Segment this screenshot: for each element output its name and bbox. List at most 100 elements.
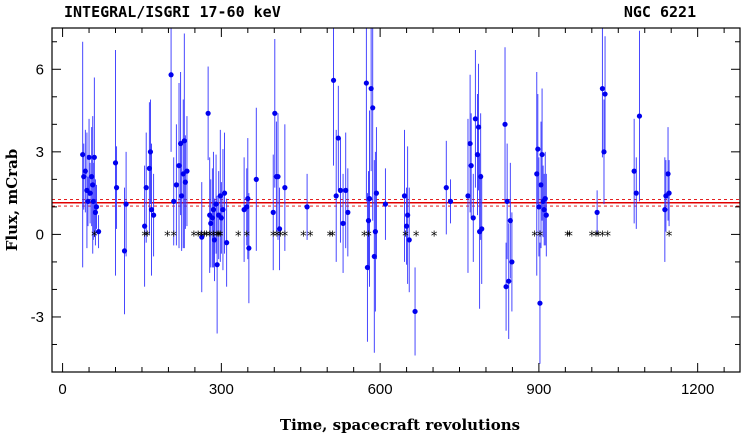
marker-star: * [244,229,251,244]
data-point [182,179,188,185]
data-point [205,110,211,116]
data-point [539,151,545,158]
data-point [95,229,102,235]
marker-star: * [666,229,673,244]
marker-star: * [282,229,289,244]
data-point [382,201,389,207]
marker-star: * [566,229,573,244]
data-point [245,196,251,202]
y-tick-label: 6 [36,61,44,78]
marker-star: * [235,229,242,244]
data-point [276,226,283,232]
data-point [631,168,637,174]
data-point [504,198,510,204]
marker-star: * [531,229,538,244]
data-point [534,171,540,177]
data-point [443,185,449,191]
data-point [479,226,485,232]
data-point [345,209,351,215]
data-point [401,193,408,199]
data-point [662,207,668,213]
x-tick-label: 900 [526,381,551,398]
data-point [503,284,509,290]
data-point [142,223,148,229]
marker-star: * [599,229,606,244]
data-point [91,154,97,160]
data-point [665,171,671,177]
data-point [337,187,344,193]
marker-star: * [365,229,372,244]
data-point [330,77,337,83]
marker-star: * [402,229,409,244]
data-point [478,174,484,180]
data-point [171,198,177,204]
data-point [366,196,373,202]
data-point [218,215,224,221]
data-point [405,212,411,218]
chart-title-left: INTEGRAL/ISGRI 17-60 keV [64,3,281,21]
y-axis-label: Flux, mCrab [3,149,21,252]
data-point [509,259,515,265]
data-point [181,138,187,144]
data-point [173,182,179,188]
marker-star: * [564,229,571,244]
data-point [180,171,186,177]
marker-star: * [201,229,208,244]
marker-star: * [307,229,314,244]
data-point [666,190,672,196]
data-point [536,204,542,210]
x-tick-label: 1200 [681,381,714,398]
marker-star: * [214,229,221,244]
x-axis-label: Time, spacecraft revolutions [280,416,520,434]
data-point [90,198,96,204]
marker-star: * [191,229,198,244]
data-point [368,85,374,92]
data-point [535,146,541,152]
y-tick-label: 3 [36,144,44,161]
data-point [636,113,643,119]
x-tick-label: 600 [368,381,393,398]
data-point [403,223,410,229]
marker-star: * [170,229,177,244]
y-tick-label: 0 [36,226,44,243]
x-tick-label: 0 [58,381,66,398]
data-point [372,229,378,235]
data-point [599,85,606,92]
data-point [221,190,228,196]
data-point [365,218,372,224]
data-point [363,80,369,86]
marker-star: * [589,229,596,244]
data-point [542,196,548,202]
marker-star: * [277,229,284,244]
data-point [143,185,149,191]
data-point [168,72,174,78]
data-point [123,201,129,207]
data-point [244,204,250,210]
marker-star: * [329,229,336,244]
data-point [282,185,288,191]
marker-star: * [537,229,544,244]
data-point [220,207,226,213]
data-point [92,209,98,215]
data-point [224,240,230,246]
marker-star: * [361,229,368,244]
data-point [147,149,154,155]
data-point [210,207,217,213]
data-point [148,207,155,213]
data-point [89,174,95,180]
data-point [80,151,86,158]
data-point [470,215,476,221]
marker-star: * [144,229,151,244]
data-point [373,190,380,196]
marker-star: * [431,229,438,244]
data-point [333,193,339,199]
data-point [506,278,512,284]
data-point [246,245,252,251]
data-point [412,308,418,315]
data-point [113,185,120,191]
data-point [93,204,100,210]
data-point [340,220,346,226]
marker-star: * [195,229,202,244]
data-point [86,154,92,160]
marker-star: * [203,229,210,244]
